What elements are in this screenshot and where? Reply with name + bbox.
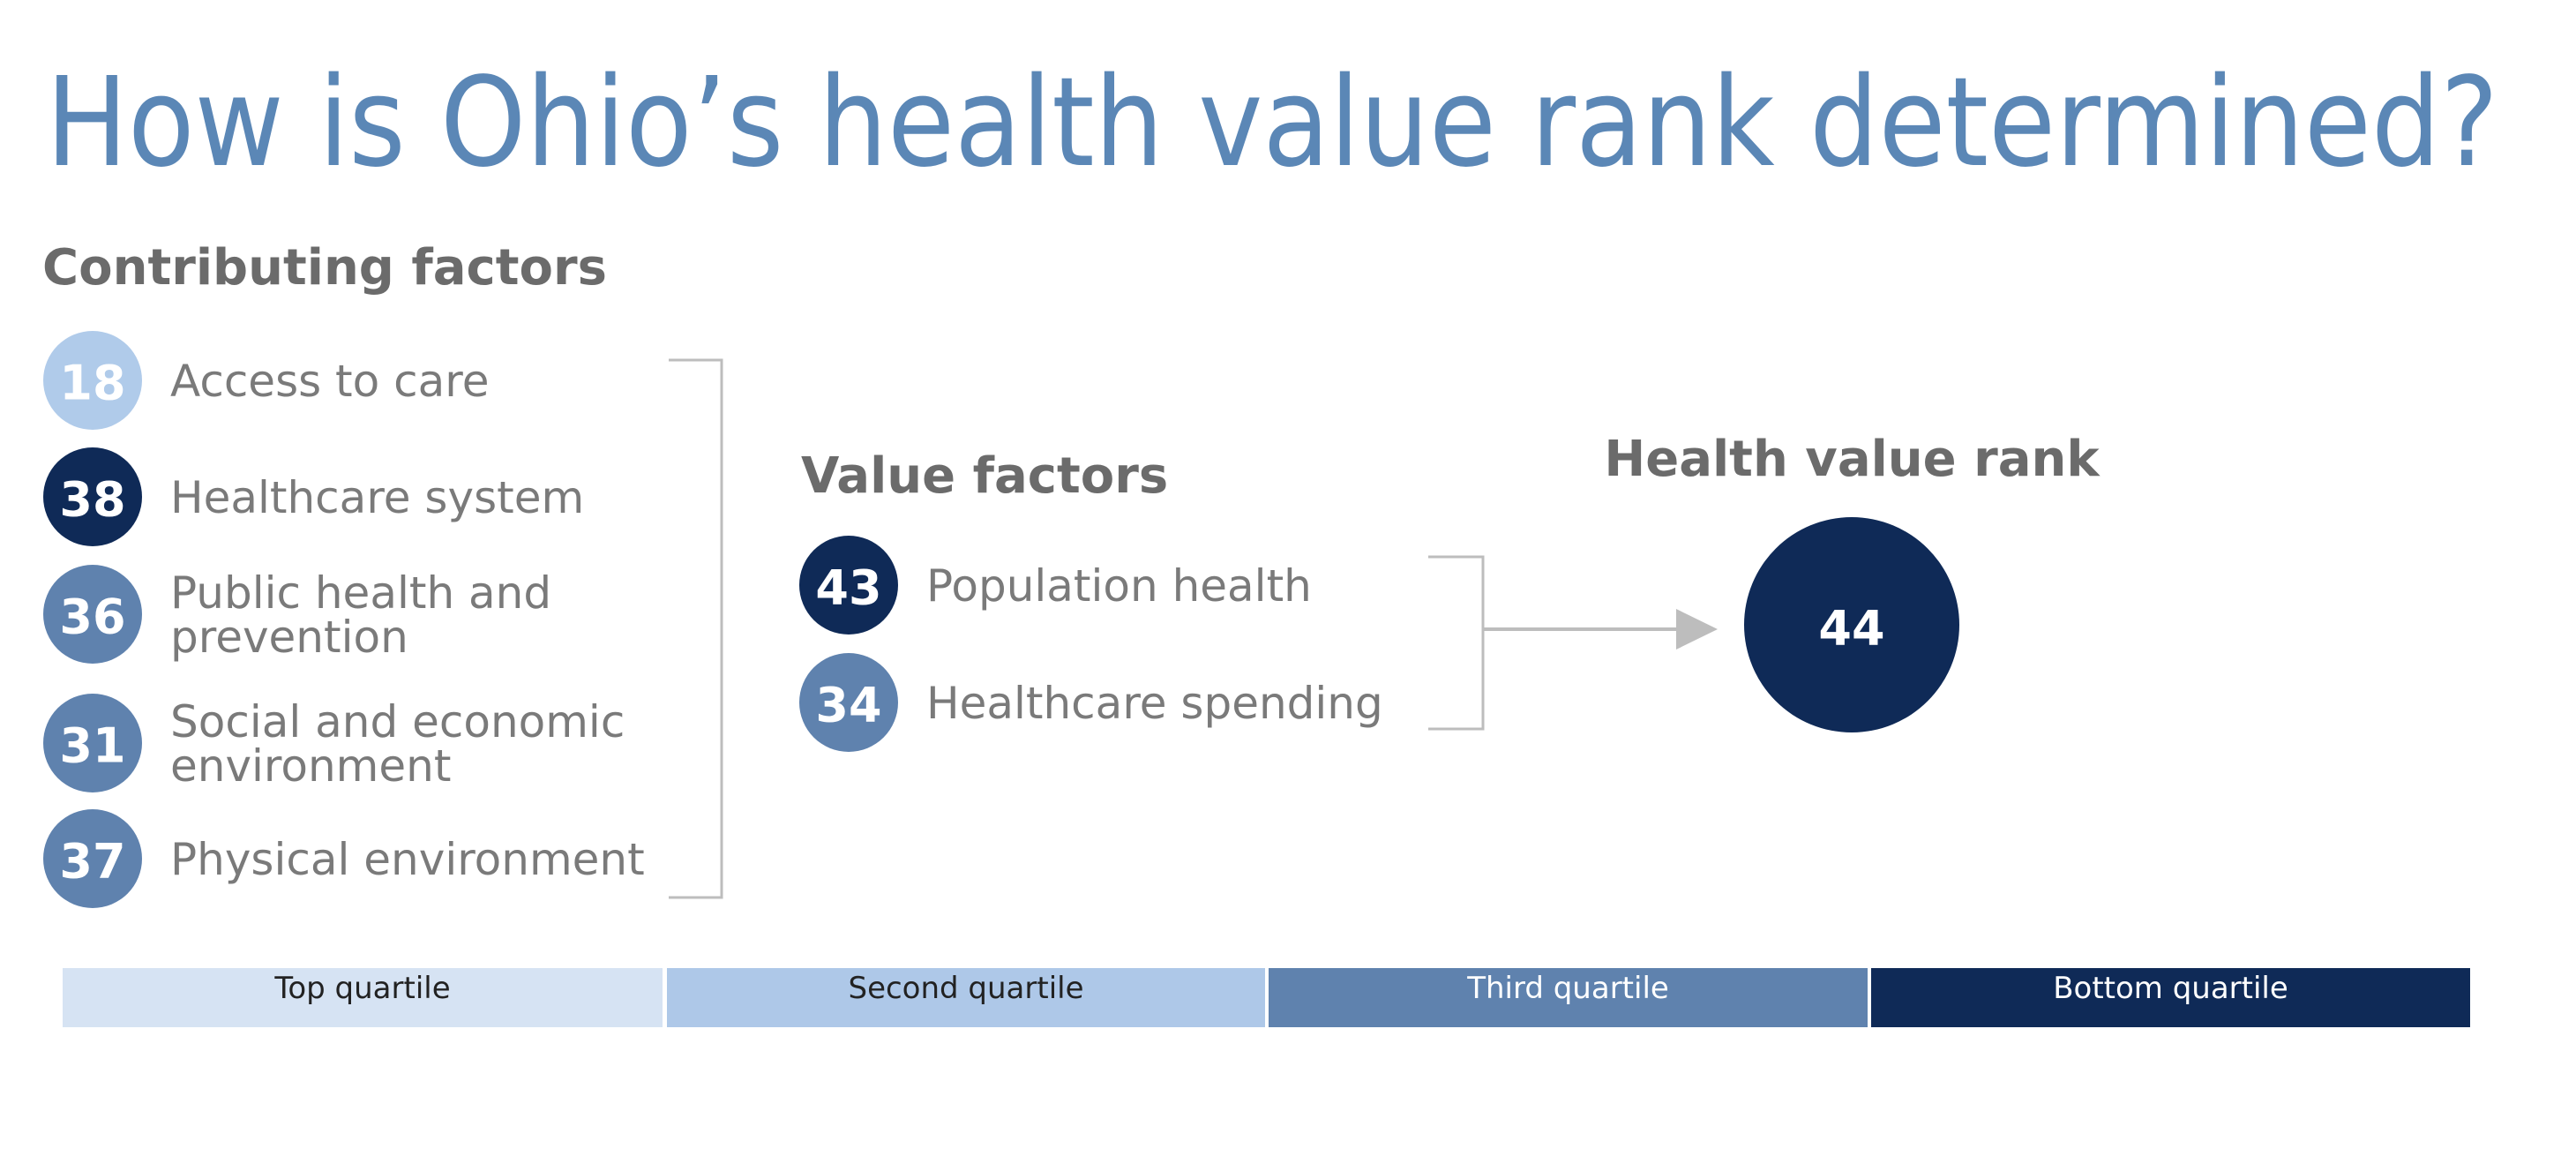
factor-label: Population health <box>926 560 1312 612</box>
rank-badge <box>43 565 142 664</box>
factor-label: Public health and <box>170 567 551 619</box>
rank-badge <box>43 447 142 546</box>
rank-badge <box>43 694 142 792</box>
rank-number: 37 <box>59 834 125 890</box>
factor-label: Healthcare spending <box>926 678 1383 729</box>
legend-label: Top quartile <box>273 971 450 1006</box>
legend-swatch <box>1269 968 1868 1027</box>
rank-number: 38 <box>59 472 125 528</box>
rank-number: 36 <box>59 590 125 645</box>
section-heading: Contributing factors <box>42 239 607 297</box>
bracket <box>669 358 723 899</box>
rank-badge <box>799 653 898 752</box>
title: How is Ohio’s health value rank determin… <box>46 51 2498 195</box>
legend-swatch <box>667 968 1265 1027</box>
rank-number: 34 <box>815 678 881 733</box>
rank-number: 18 <box>59 356 125 411</box>
rank-badge <box>43 331 142 430</box>
legend-label: Bottom quartile <box>2053 971 2288 1006</box>
factor-label: environment <box>170 740 451 792</box>
section-heading: Value factors <box>801 447 1168 505</box>
arrow-head <box>1676 609 1718 650</box>
factor-label: prevention <box>170 612 408 663</box>
rank-badge <box>1744 517 1959 732</box>
legend-label: Second quartile <box>848 971 1083 1006</box>
bracket <box>1428 555 1485 731</box>
legend-label: Third quartile <box>1466 971 1669 1006</box>
rank-number: 43 <box>815 560 881 616</box>
section-heading: Health value rank <box>1604 431 2100 488</box>
rank-badge <box>799 536 898 635</box>
legend-swatch <box>1871 968 2470 1027</box>
rank-number: 31 <box>59 718 125 774</box>
factor-label: Healthcare system <box>170 472 584 523</box>
rank-number: 44 <box>1818 601 1884 657</box>
factor-label: Access to care <box>170 356 490 407</box>
rank-badge <box>43 809 142 908</box>
legend-swatch <box>63 968 663 1027</box>
factor-label: Physical environment <box>170 834 645 885</box>
factor-label: Social and economic <box>170 696 625 747</box>
